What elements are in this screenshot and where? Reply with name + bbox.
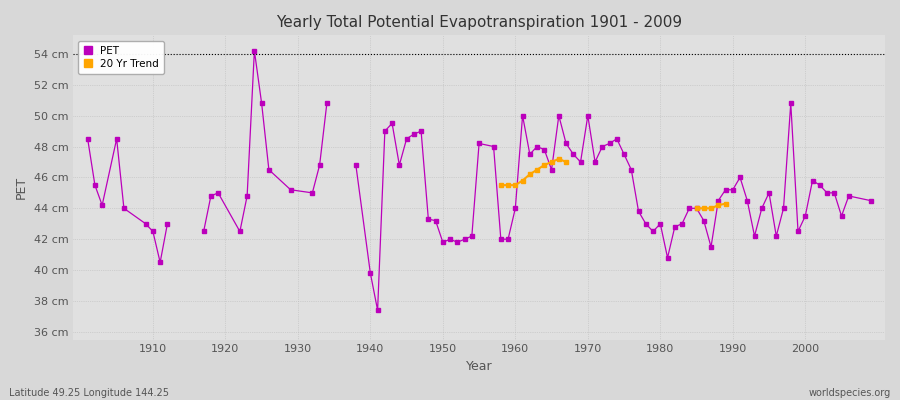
Y-axis label: PET: PET: [15, 176, 28, 199]
Text: Latitude 49.25 Longitude 144.25: Latitude 49.25 Longitude 144.25: [9, 388, 169, 398]
Legend: PET, 20 Yr Trend: PET, 20 Yr Trend: [78, 40, 164, 74]
X-axis label: Year: Year: [466, 360, 492, 373]
Title: Yearly Total Potential Evapotranspiration 1901 - 2009: Yearly Total Potential Evapotranspiratio…: [276, 15, 682, 30]
Text: worldspecies.org: worldspecies.org: [809, 388, 891, 398]
